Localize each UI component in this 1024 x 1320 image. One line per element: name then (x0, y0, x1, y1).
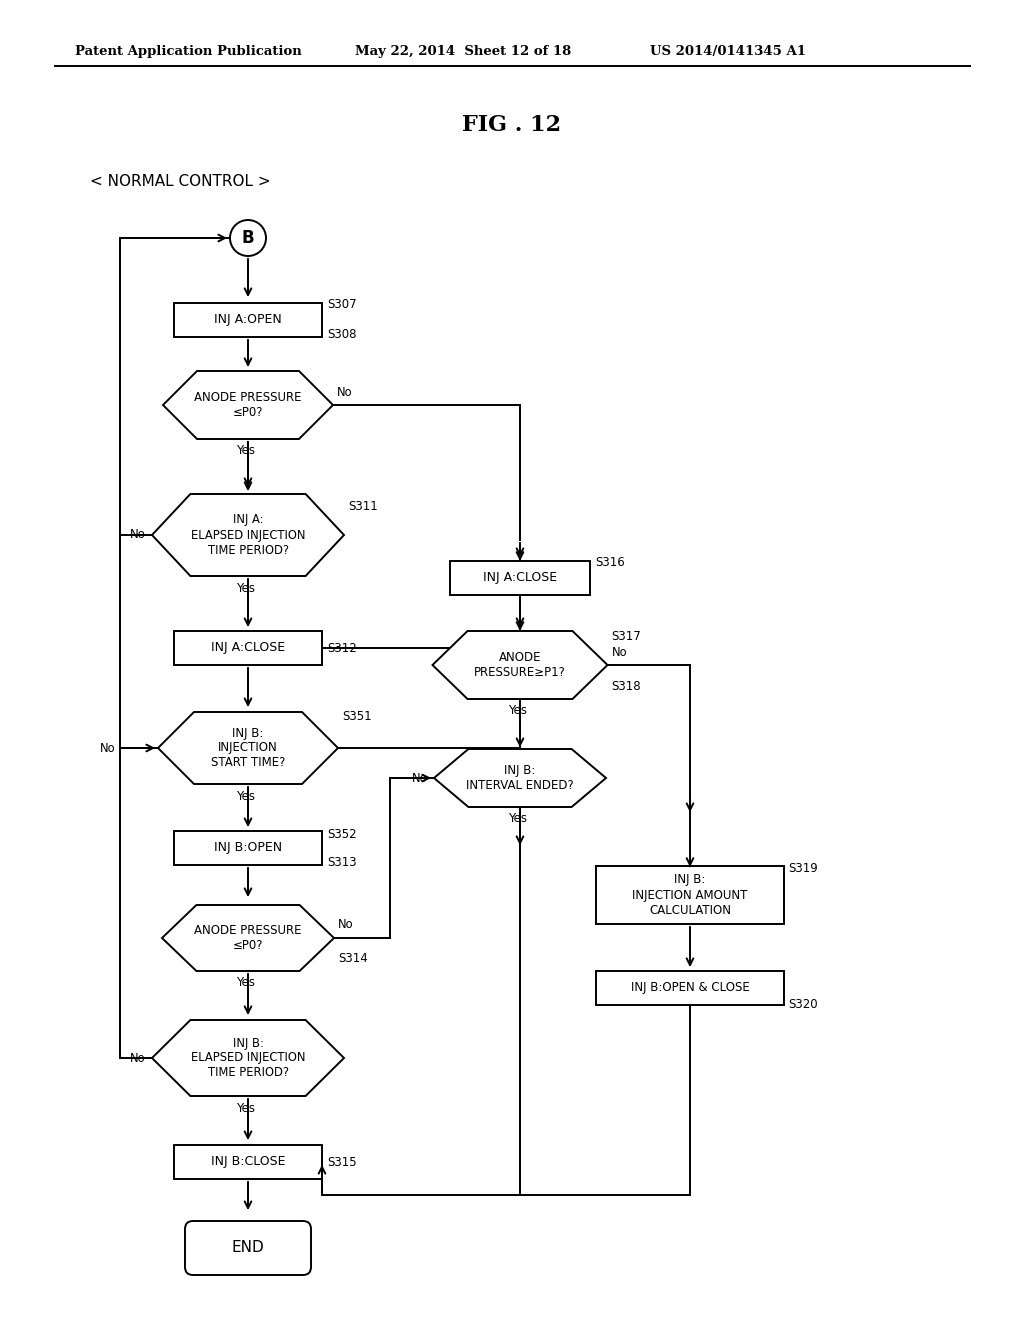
Polygon shape (163, 371, 333, 440)
Text: Yes: Yes (508, 705, 527, 718)
Text: ANODE PRESSURE
≤P0?: ANODE PRESSURE ≤P0? (195, 924, 302, 952)
Text: S317: S317 (611, 631, 641, 644)
Bar (596, 972, 784, 1005)
Bar (450, 561, 590, 595)
Text: INJ B:OPEN & CLOSE: INJ B:OPEN & CLOSE (631, 982, 750, 994)
FancyBboxPatch shape (185, 1221, 311, 1275)
Text: S315: S315 (327, 1155, 356, 1168)
Text: INJ B:
INJECTION AMOUNT
CALCULATION: INJ B: INJECTION AMOUNT CALCULATION (632, 874, 748, 916)
Text: Yes: Yes (236, 977, 255, 990)
Text: S308: S308 (327, 327, 356, 341)
Text: S352: S352 (327, 828, 356, 841)
Text: Yes: Yes (236, 789, 255, 803)
Text: May 22, 2014  Sheet 12 of 18: May 22, 2014 Sheet 12 of 18 (355, 45, 571, 58)
Polygon shape (152, 1020, 344, 1096)
Bar (174, 1144, 322, 1179)
Text: No: No (100, 742, 116, 755)
Polygon shape (158, 711, 338, 784)
Text: S307: S307 (327, 297, 356, 310)
Text: S313: S313 (327, 855, 356, 869)
Text: FIG . 12: FIG . 12 (463, 114, 561, 136)
Text: S311: S311 (348, 500, 378, 513)
Text: INJ B:
ELAPSED INJECTION
TIME PERIOD?: INJ B: ELAPSED INJECTION TIME PERIOD? (190, 1036, 305, 1080)
Text: INJ A:CLOSE: INJ A:CLOSE (211, 642, 285, 655)
Text: INJ A:CLOSE: INJ A:CLOSE (483, 572, 557, 585)
Text: US 2014/0141345 A1: US 2014/0141345 A1 (650, 45, 806, 58)
Text: INJ B:
INJECTION
START TIME?: INJ B: INJECTION START TIME? (211, 726, 286, 770)
Text: Yes: Yes (236, 445, 255, 458)
Bar (174, 304, 322, 337)
Text: ANODE PRESSURE
≤P0?: ANODE PRESSURE ≤P0? (195, 391, 302, 418)
Text: No: No (130, 528, 145, 541)
Text: END: END (231, 1241, 264, 1255)
Text: Patent Application Publication: Patent Application Publication (75, 45, 302, 58)
Text: INJ A:
ELAPSED INJECTION
TIME PERIOD?: INJ A: ELAPSED INJECTION TIME PERIOD? (190, 513, 305, 557)
Bar (174, 631, 322, 665)
Text: INJ A:OPEN: INJ A:OPEN (214, 314, 282, 326)
Polygon shape (162, 906, 334, 972)
Circle shape (230, 220, 266, 256)
Text: INJ B:OPEN: INJ B:OPEN (214, 842, 282, 854)
Polygon shape (432, 631, 607, 700)
Text: No: No (412, 771, 428, 784)
Text: No: No (337, 385, 352, 399)
Text: S312: S312 (327, 642, 356, 655)
Text: No: No (338, 919, 353, 932)
Text: Yes: Yes (236, 1101, 255, 1114)
Text: Yes: Yes (236, 582, 255, 594)
Text: INJ B:
INTERVAL ENDED?: INJ B: INTERVAL ENDED? (466, 764, 573, 792)
Text: S351: S351 (342, 710, 372, 722)
Text: < NORMAL CONTROL >: < NORMAL CONTROL > (90, 174, 270, 190)
Text: No: No (130, 1052, 145, 1064)
Bar (596, 866, 784, 924)
Text: ANODE
PRESSURE≥P1?: ANODE PRESSURE≥P1? (474, 651, 566, 678)
Text: No: No (611, 645, 627, 659)
Polygon shape (152, 494, 344, 576)
Polygon shape (434, 748, 606, 807)
Text: Yes: Yes (508, 813, 527, 825)
Text: S314: S314 (338, 952, 368, 965)
Text: S316: S316 (595, 556, 625, 569)
Text: B: B (242, 228, 254, 247)
Text: S320: S320 (788, 998, 817, 1011)
Text: S319: S319 (788, 862, 818, 875)
Text: INJ B:CLOSE: INJ B:CLOSE (211, 1155, 286, 1168)
Text: S318: S318 (611, 681, 641, 693)
Bar (174, 832, 322, 865)
